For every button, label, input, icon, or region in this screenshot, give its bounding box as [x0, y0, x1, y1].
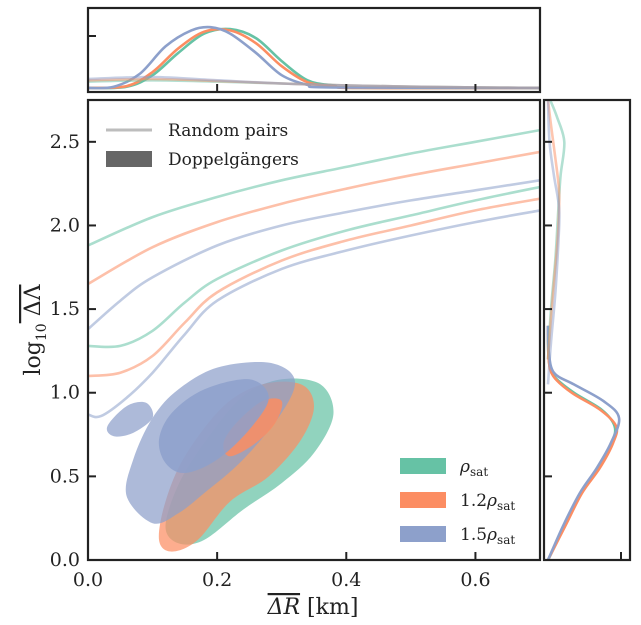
doppelganger-region-1_5rhosat-outer-island — [106, 401, 154, 437]
y-tick-label: 1.5 — [50, 298, 80, 320]
main-panel-frame — [86, 98, 542, 562]
top-marginal-curves — [88, 25, 540, 90]
y-label-log: log — [21, 341, 46, 375]
top-marginal-frame — [86, 6, 542, 94]
right-marginal-doppelganger-1_5rhosat — [546, 325, 621, 560]
doppelganger-regions — [106, 361, 334, 552]
y-axis-label: log10 ΔΛ — [21, 283, 50, 375]
right-marginal-random-1_5rhosat — [546, 100, 561, 385]
axis-ticks: 0.0 0.2 0.4 0.6 0.0 0.5 1.0 1.5 2.0 2.5 — [50, 35, 622, 591]
x-tick-label: 0.0 — [73, 569, 103, 591]
y-tick-label: 1.0 — [50, 382, 80, 404]
y-label-base: 10 — [34, 323, 50, 341]
top-marginal-random-1_5rhosat — [88, 75, 540, 90]
legend-swatch-1_2rhosat — [400, 492, 446, 508]
random-pairs-contours — [88, 128, 540, 419]
y-label-symbol: ΔΛ — [21, 283, 46, 323]
right-marginal-frame — [542, 98, 632, 562]
y-tick-label: 0.5 — [50, 465, 80, 487]
legend-doppelgangers-swatch — [106, 151, 152, 167]
top-marginal-doppelganger-1_5rhosat — [88, 25, 540, 90]
legend-style: Random pairs Doppelgängers — [106, 121, 299, 170]
legend-series: ρsat 1.2ρsat 1.5ρsat — [400, 457, 515, 547]
x-tick-label: 0.4 — [331, 569, 361, 591]
legend-random-pairs-label: Random pairs — [168, 121, 288, 141]
legend-swatch-rhosat — [400, 458, 446, 474]
random-contour-1_5rhosat-inner — [88, 209, 540, 419]
random-contour-rhosat-inner — [88, 185, 540, 349]
doppelganger-region-1_5rhosat-inner — [158, 379, 269, 474]
x-tick-label: 0.2 — [202, 569, 232, 591]
random-contour-1_5rhosat-outer — [88, 179, 540, 331]
x-tick-label: 0.6 — [460, 569, 490, 591]
legend-doppelgangers-label: Doppelgängers — [168, 150, 299, 170]
random-contour-rhosat-outer — [88, 128, 540, 247]
y-tick-label: 0.0 — [50, 549, 80, 571]
random-contour-1_2rhosat-outer — [88, 150, 540, 286]
random-contour-1_2rhosat-inner — [88, 197, 540, 378]
right-marginal-doppelganger-1_2rhosat — [546, 325, 619, 560]
legend-label-1_5rhosat: 1.5ρsat — [460, 525, 515, 547]
x-label-symbol: ΔR — [267, 595, 300, 620]
y-tick-label: 2.5 — [50, 131, 80, 153]
right-marginal-curves — [546, 100, 621, 560]
legend-swatch-1_5rhosat — [400, 526, 446, 542]
x-label-unit: [km] — [300, 595, 358, 620]
doppelganger-region-1_2rhosat-outer — [158, 381, 314, 552]
legend-label-rhosat: ρsat — [459, 457, 488, 479]
y-tick-label: 2.0 — [50, 214, 80, 236]
x-axis-label: ΔR [km] — [267, 595, 359, 620]
legend-label-1_2rhosat: 1.2ρsat — [460, 491, 515, 513]
right-marginal-doppelganger-rhosat — [546, 325, 617, 560]
